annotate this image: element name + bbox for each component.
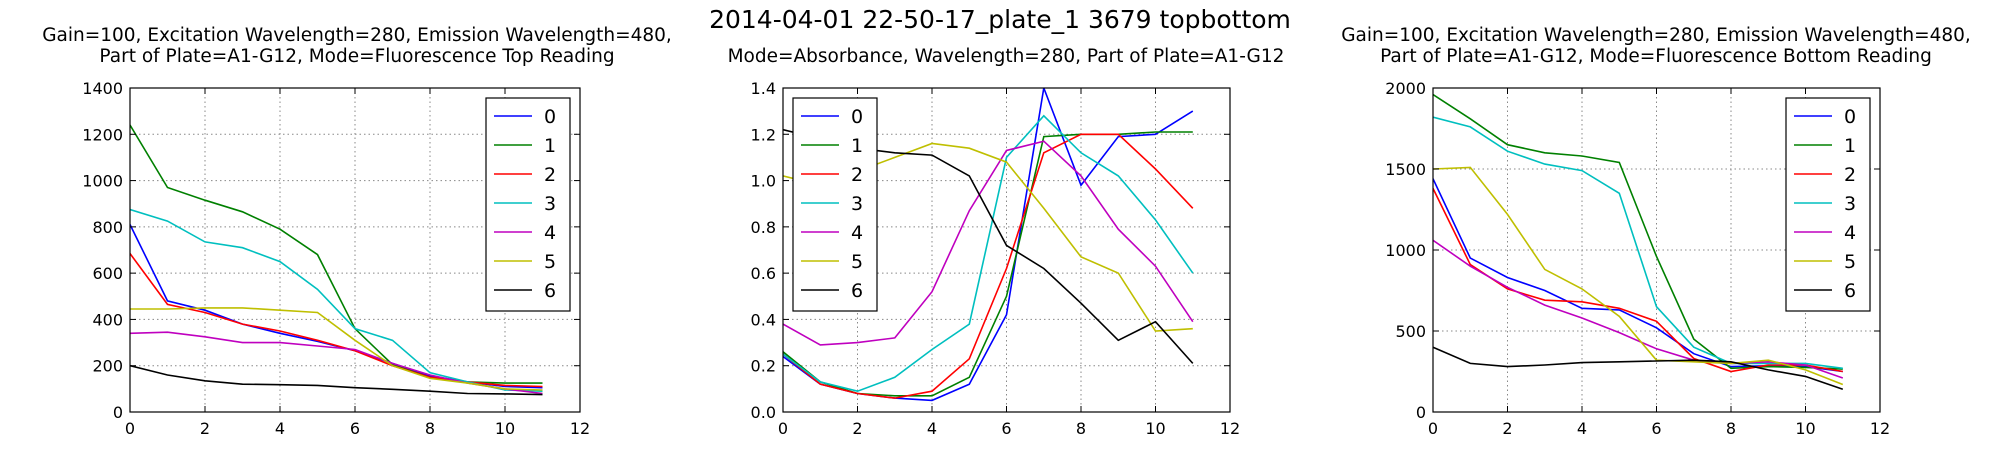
legend-label-0: 0	[851, 106, 863, 128]
series-line-3	[1433, 116, 1843, 370]
x-tick-label: 4	[275, 419, 285, 438]
y-tick-label: 1500	[1385, 160, 1426, 179]
legend: 0 1 2 3 4 5 6	[485, 97, 571, 312]
x-tick-label: 0	[125, 419, 135, 438]
legend-label-1: 1	[544, 135, 556, 157]
legend-label-6: 6	[544, 280, 556, 302]
series-group	[783, 88, 1194, 402]
y-tick-label: 0	[1416, 403, 1426, 422]
legend-label-1: 1	[1844, 135, 1856, 157]
series-line-2	[783, 133, 1194, 399]
x-tick-label: 8	[425, 419, 435, 438]
chart-title-line: Part of Plate=A1-G12, Mode=Fluorescence …	[99, 46, 614, 67]
y-tick-label: 2000	[1385, 79, 1426, 98]
x-tick-label: 2	[200, 419, 210, 438]
legend-label-2: 2	[851, 164, 863, 186]
y-tick-label: 1.2	[751, 125, 776, 144]
legend-label-5: 5	[851, 251, 863, 273]
legend-label-3: 3	[544, 193, 556, 215]
x-tick-label: 12	[1220, 419, 1240, 438]
x-tick-label: 12	[570, 419, 590, 438]
legend-label-0: 0	[1844, 106, 1856, 128]
y-tick-label: 0.4	[751, 310, 776, 329]
series-line-2	[130, 253, 543, 388]
x-tick-label: 2	[852, 419, 862, 438]
y-tick-label: 200	[92, 357, 123, 376]
legend: 0 1 2 3 4 5 6	[792, 97, 878, 312]
legend-label-3: 3	[1844, 193, 1856, 215]
series-line-0	[130, 224, 543, 389]
y-tick-label: 1000	[82, 172, 123, 191]
legend-box	[1785, 97, 1871, 312]
y-tick-label: 500	[1395, 322, 1426, 341]
y-tick-label: 1.4	[751, 79, 776, 98]
legend-label-5: 5	[1844, 251, 1856, 273]
x-tick-label: 4	[927, 419, 937, 438]
y-tick-label: 0.2	[751, 357, 776, 376]
legend-box	[485, 97, 571, 312]
legend-box	[792, 97, 878, 312]
y-tick-label: 400	[92, 310, 123, 329]
y-tick-label: 1200	[82, 125, 123, 144]
x-tick-label: 8	[1076, 419, 1086, 438]
y-tick-label: 0.8	[751, 218, 776, 237]
series-line-3	[783, 114, 1194, 393]
legend-label-4: 4	[544, 222, 556, 244]
x-tick-label: 2	[1502, 419, 1512, 438]
legend-label-3: 3	[851, 193, 863, 215]
y-tick-label: 0	[113, 403, 123, 422]
series-line-6	[130, 364, 543, 396]
series-line-5	[130, 307, 543, 391]
x-tick-label: 6	[1651, 419, 1661, 438]
y-tick-label: 1400	[82, 79, 123, 98]
x-tick-label: 6	[1001, 419, 1011, 438]
x-tick-label: 0	[778, 419, 788, 438]
series-line-3	[130, 208, 543, 392]
chart-title-line: Mode=Absorbance, Wavelength=280, Part of…	[728, 46, 1285, 67]
series-group	[130, 124, 543, 396]
figure-title: 2014-04-01 22-50-17_plate_1 3679 topbott…	[709, 5, 1291, 34]
series-line-1	[1433, 93, 1843, 370]
chart-0: Gain=100, Excitation Wavelength=280, Emi…	[42, 25, 672, 438]
chart-title-line: Gain=100, Excitation Wavelength=280, Emi…	[42, 25, 672, 46]
y-tick-label: 1000	[1385, 241, 1426, 260]
legend-label-2: 2	[1844, 164, 1856, 186]
chart-title-line: Part of Plate=A1-G12, Mode=Fluorescence …	[1380, 46, 1932, 67]
chart-title-line: Gain=100, Excitation Wavelength=280, Emi…	[1341, 25, 1971, 46]
x-tick-label: 10	[1145, 419, 1165, 438]
x-tick-label: 4	[1577, 419, 1587, 438]
legend-label-5: 5	[544, 251, 556, 273]
x-tick-label: 8	[1726, 419, 1736, 438]
legend-label-0: 0	[544, 106, 556, 128]
x-tick-label: 10	[495, 419, 515, 438]
series-group	[1433, 93, 1844, 391]
series-line-4	[1433, 239, 1844, 379]
x-tick-label: 6	[350, 419, 360, 438]
x-tick-label: 0	[1428, 419, 1438, 438]
legend-label-2: 2	[544, 164, 556, 186]
legend-label-6: 6	[851, 280, 863, 302]
x-tick-label: 10	[1795, 419, 1815, 438]
series-line-1	[130, 124, 543, 384]
x-tick-label: 12	[1870, 419, 1890, 438]
series-line-2	[1433, 188, 1843, 373]
y-tick-label: 0.6	[751, 264, 776, 283]
series-line-6	[1433, 346, 1844, 391]
chart-1: Mode=Absorbance, Wavelength=280, Part of…	[728, 46, 1285, 438]
chart-2: Gain=100, Excitation Wavelength=280, Emi…	[1341, 25, 1971, 438]
y-tick-label: 1.0	[751, 172, 776, 191]
legend-label-1: 1	[851, 135, 863, 157]
y-tick-label: 0.0	[751, 403, 776, 422]
series-line-5	[1433, 166, 1844, 386]
legend-label-4: 4	[851, 222, 863, 244]
series-line-4	[783, 140, 1194, 346]
y-tick-label: 600	[92, 264, 123, 283]
legend: 0 1 2 3 4 5 6	[1785, 97, 1871, 312]
legend-label-4: 4	[1844, 222, 1856, 244]
y-tick-label: 800	[92, 218, 123, 237]
legend-label-6: 6	[1844, 280, 1856, 302]
